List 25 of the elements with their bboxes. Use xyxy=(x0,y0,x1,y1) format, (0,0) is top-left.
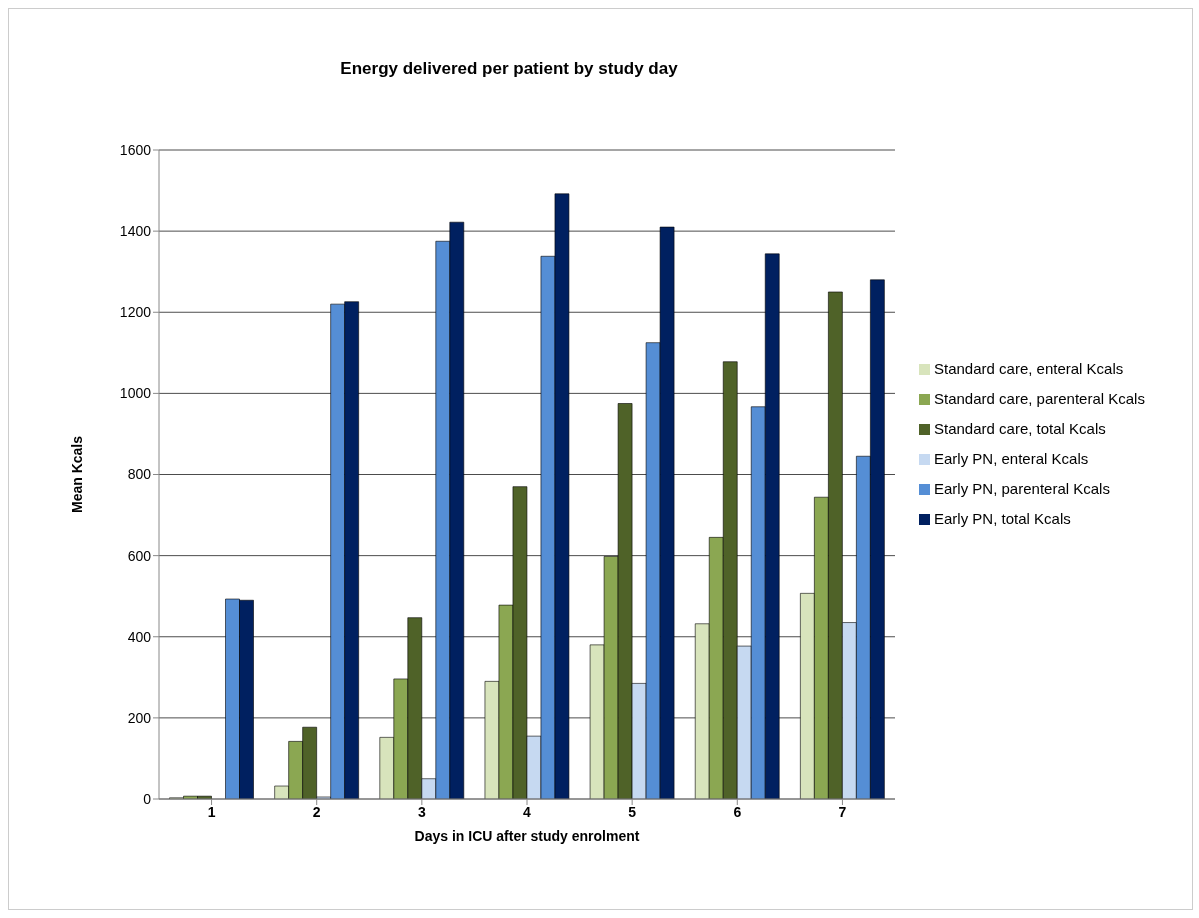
legend-label: Early PN, enteral Kcals xyxy=(934,450,1089,467)
y-tick-label: 1400 xyxy=(119,223,152,240)
y-tick-label: 800 xyxy=(127,466,152,483)
y-axis-title: Mean Kcals xyxy=(68,435,85,514)
y-tick-label: 400 xyxy=(127,628,152,645)
x-tick-label: 1 xyxy=(207,803,216,820)
y-tick-label: 200 xyxy=(127,709,152,726)
legend-label: Standard care, total Kcals xyxy=(934,420,1106,437)
x-tick-label: 6 xyxy=(733,803,742,820)
x-tick-label: 4 xyxy=(523,803,532,820)
chart-title: Energy delivered per patient by study day xyxy=(339,59,679,79)
legend-label: Early PN, parenteral Kcals xyxy=(934,480,1110,497)
legend-label: Standard care, parenteral Kcals xyxy=(934,390,1145,407)
y-tick-label: 1200 xyxy=(119,304,152,321)
legend-label: Standard care, enteral Kcals xyxy=(934,360,1124,377)
x-tick-label: 3 xyxy=(417,803,426,820)
x-tick-label: 2 xyxy=(312,803,321,820)
x-tick-label: 7 xyxy=(838,803,847,820)
y-tick-label: 1600 xyxy=(119,141,152,158)
y-tick-label: 600 xyxy=(127,547,152,564)
y-tick-label: 1000 xyxy=(119,385,152,402)
y-tick-label: 0 xyxy=(143,790,152,807)
legend-label: Early PN, total Kcals xyxy=(934,510,1071,527)
x-axis-title: Days in ICU after study enrolment xyxy=(414,828,640,844)
x-tick-label: 5 xyxy=(628,803,637,820)
